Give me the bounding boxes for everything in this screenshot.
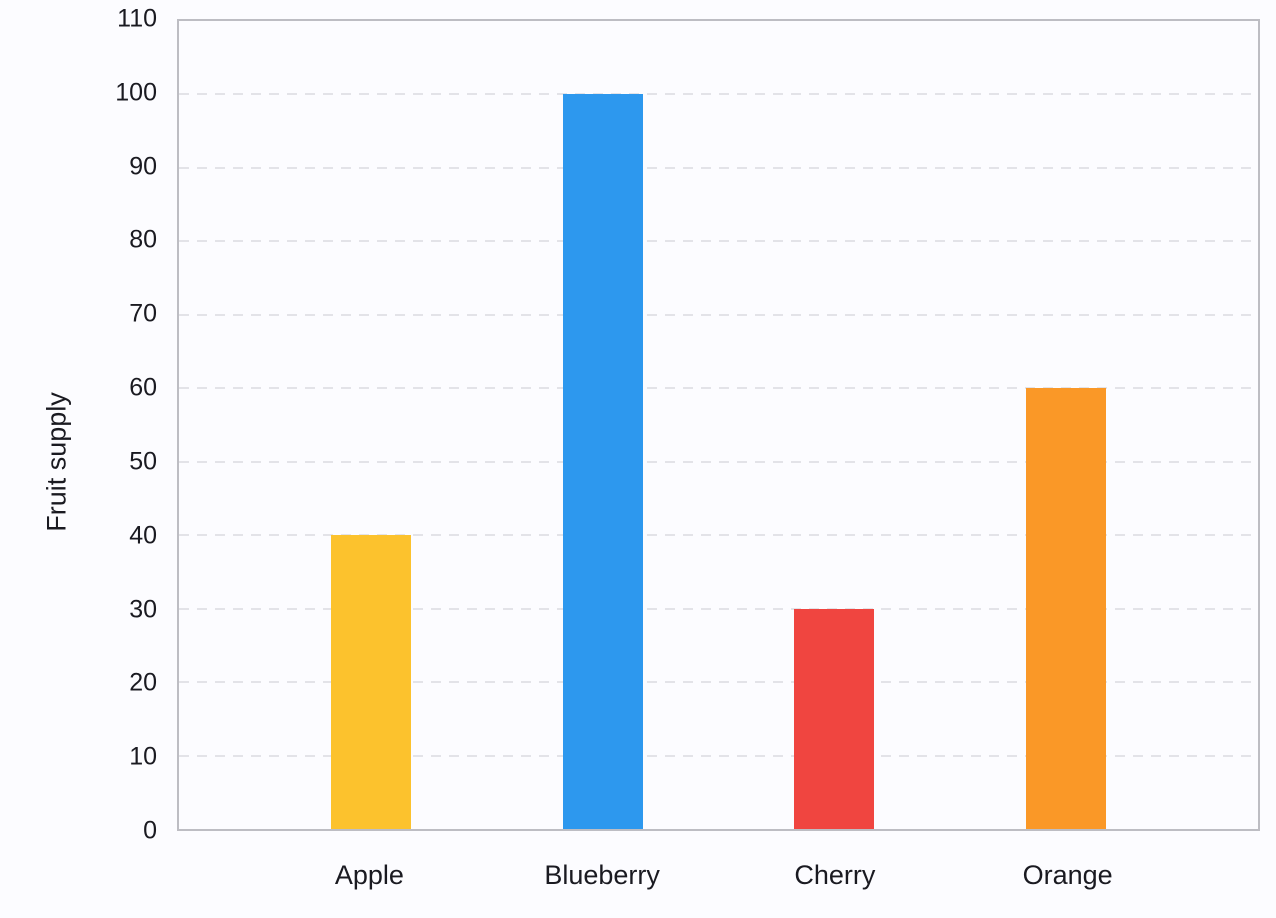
y-tick-label: 50 (129, 447, 157, 476)
y-tick-label: 30 (129, 595, 157, 624)
y-tick-label: 20 (129, 668, 157, 697)
gridline (179, 166, 1258, 169)
y-tick-label: 80 (129, 225, 157, 254)
bar-band (950, 21, 1182, 829)
x-axis-tick-labels: Apple Blueberry Cherry Orange (177, 843, 1260, 907)
gridline (179, 93, 1258, 96)
bar-orange (1026, 388, 1107, 829)
bars-layer (179, 21, 1258, 829)
gridline (179, 681, 1258, 684)
y-tick-label: 70 (129, 299, 157, 328)
x-tick-label: Apple (334, 859, 404, 890)
gridline (179, 534, 1258, 537)
x-tick-label: Cherry (794, 859, 876, 890)
bar-band (487, 21, 719, 829)
gridline (179, 240, 1258, 243)
y-tick-label: 0 (143, 816, 157, 845)
y-tick-label: 40 (129, 521, 157, 550)
x-tick-label: Orange (1022, 859, 1113, 890)
bar-band (255, 21, 487, 829)
bar-band (719, 21, 951, 829)
y-tick-label: 10 (129, 742, 157, 771)
y-axis-tick-labels: 0 10 20 30 40 50 60 70 80 90 100 110 (0, 5, 157, 845)
y-tick-label: 110 (117, 4, 157, 33)
x-tick-label: Blueberry (544, 859, 660, 890)
gridlines-layer (179, 21, 1258, 829)
plot-area (177, 19, 1260, 831)
gridline (179, 387, 1258, 390)
y-tick-label: 60 (129, 373, 157, 402)
gridline (179, 460, 1258, 463)
gridline (179, 607, 1258, 610)
bar-cherry (794, 608, 875, 829)
bar-blueberry (562, 94, 643, 829)
bar-apple (330, 535, 411, 829)
gridline (179, 313, 1258, 316)
y-tick-label: 90 (129, 152, 157, 181)
gridline (179, 754, 1258, 757)
y-tick-label: 100 (115, 78, 157, 107)
